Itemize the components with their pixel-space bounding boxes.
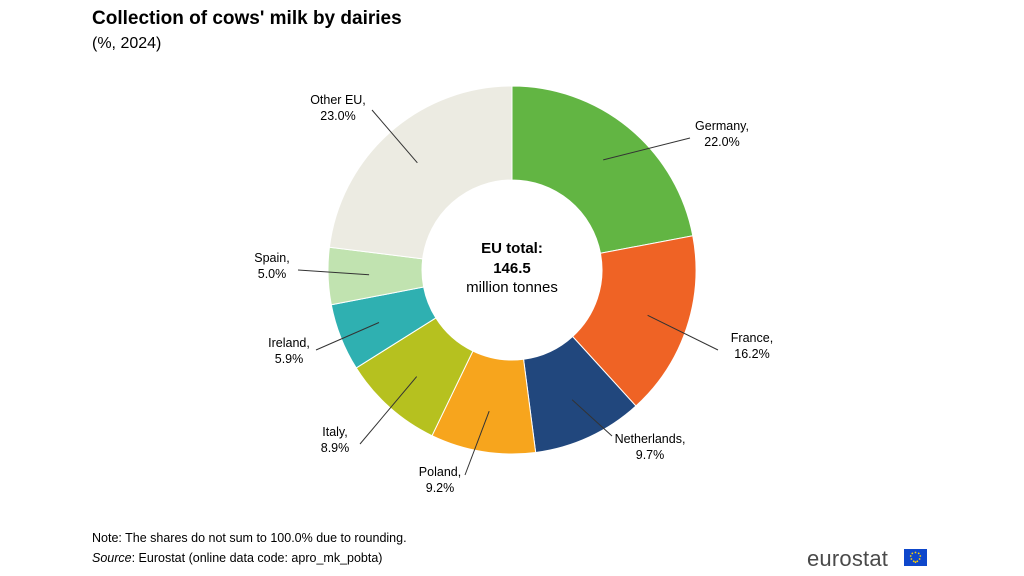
slice-label-netherlands: Netherlands, xyxy=(615,432,686,446)
slice-label-poland: Poland, xyxy=(419,465,461,479)
slice-france xyxy=(571,235,697,407)
center-total-label: EU total: xyxy=(481,240,543,257)
chart-title: Collection of cows' milk by dairies xyxy=(92,8,402,29)
center-total-unit: million tonnes xyxy=(466,279,558,296)
source-line: Source: Eurostat (online data code: apro… xyxy=(92,551,382,565)
leader-line-poland xyxy=(464,410,490,476)
slice-label-france: France, xyxy=(731,331,773,345)
slice-value-netherlands: 9.7% xyxy=(636,448,665,462)
slice-germany xyxy=(511,85,694,254)
leader-line-spain xyxy=(297,269,370,276)
leader-line-netherlands xyxy=(571,399,613,437)
eurostat-logo: eurostat xyxy=(807,546,889,571)
slice-label-germany: Germany, xyxy=(695,119,749,133)
leader-line-ireland xyxy=(315,322,380,351)
slice-label-spain: Spain, xyxy=(254,251,289,265)
slice-value-france: 16.2% xyxy=(734,347,769,361)
slice-value-poland: 9.2% xyxy=(426,481,455,495)
slice-value-germany: 22.0% xyxy=(704,135,739,149)
center-total-value: 146.5 xyxy=(493,260,531,277)
slice-value-spain: 5.0% xyxy=(258,267,287,281)
slice-value-ireland: 5.9% xyxy=(275,352,304,366)
eu-flag-icon xyxy=(904,549,927,566)
source-label: Source xyxy=(92,551,132,565)
footnote: Note: The shares do not sum to 100.0% du… xyxy=(92,531,407,545)
leader-line-france xyxy=(647,314,719,351)
slice-label-other-eu: Other EU, xyxy=(310,93,366,107)
source-text: : Eurostat (online data code: apro_mk_po… xyxy=(131,551,383,565)
leader-line-italy xyxy=(359,376,418,445)
slice-label-ireland: Ireland, xyxy=(268,336,310,350)
chart-subtitle: (%, 2024) xyxy=(92,35,162,52)
leader-line-other-eu xyxy=(371,109,418,164)
slice-value-italy: 8.9% xyxy=(321,441,350,455)
slice-label-italy: Italy, xyxy=(322,425,347,439)
slice-other-eu xyxy=(328,85,513,260)
leader-line-germany xyxy=(603,137,691,161)
slice-value-other-eu: 23.0% xyxy=(320,109,355,123)
